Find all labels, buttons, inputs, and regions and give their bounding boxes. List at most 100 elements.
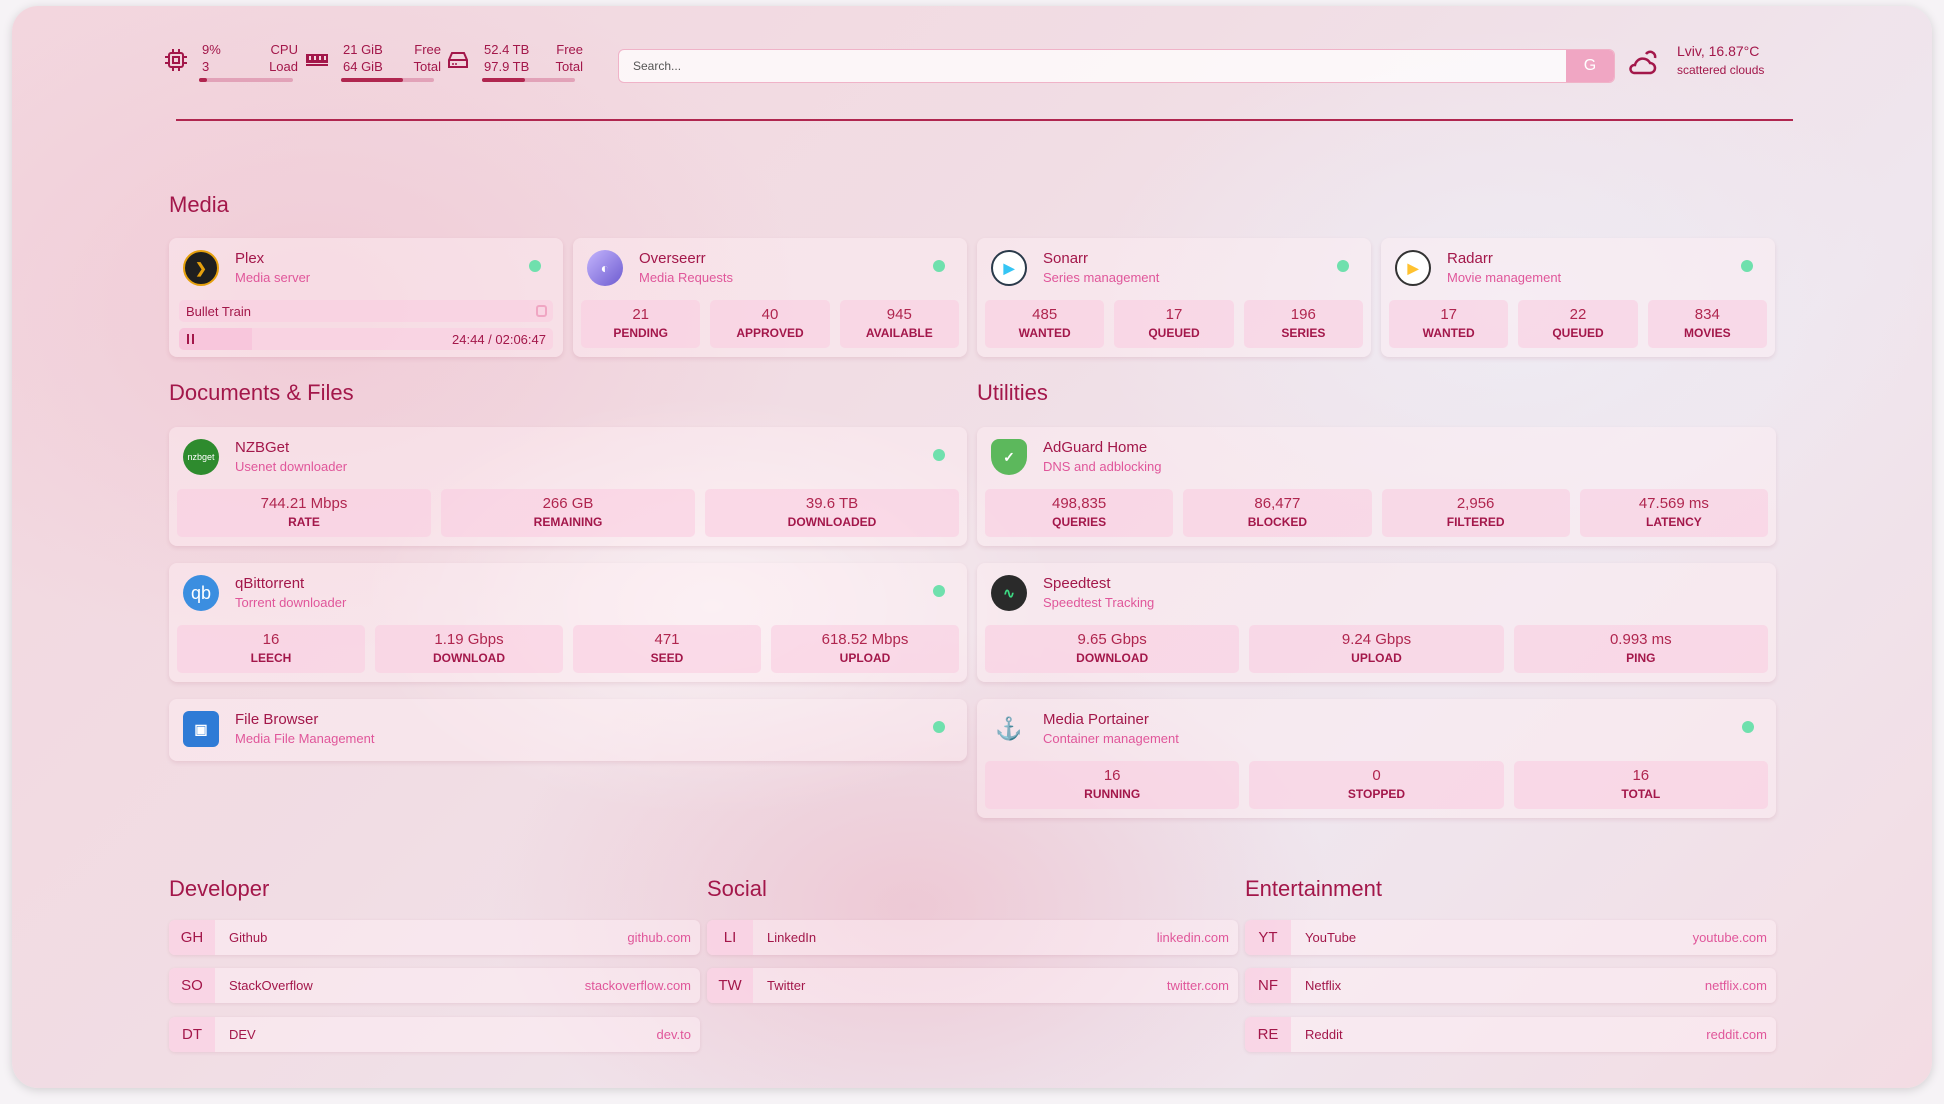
stat-value: 9.24 Gbps — [1341, 631, 1412, 648]
service-title[interactable]: File Browser — [235, 711, 319, 728]
stat-wanted: 485 WANTED — [985, 300, 1105, 348]
service-title[interactable]: Speedtest — [1043, 575, 1111, 592]
stat-value: 22 — [1569, 306, 1587, 323]
now-playing-title: Bullet Train — [186, 304, 252, 319]
service-card-sonarr[interactable]: ▶ Sonarr Series management 485 WANTED 17 QUEUE… — [977, 238, 1371, 357]
memory-total-label: Total — [413, 59, 441, 74]
bookmark-name: Netflix — [1305, 978, 1342, 993]
status-online-indicator — [1741, 260, 1753, 272]
stat-download: 1.19 Gbps DOWNLOAD — [375, 625, 563, 673]
stat-filtered: 2,956 FILTERED — [1381, 489, 1570, 537]
plex-icon: ❯ — [183, 250, 219, 286]
stat-label: LEECH — [250, 651, 292, 665]
bookmark-youtube[interactable]: YT YouTube youtube.com — [1245, 920, 1776, 955]
bookmark-netflix[interactable]: NF Netflix netflix.com — [1245, 968, 1776, 1003]
service-card-plex[interactable]: ❯ Plex Media server Bullet Train 24:44 / 02:… — [169, 238, 563, 357]
service-title[interactable]: AdGuard Home — [1043, 439, 1148, 456]
stat-wanted: 17 WANTED — [1389, 300, 1509, 348]
service-title[interactable]: Overseerr — [639, 250, 706, 267]
bookmark-reddit[interactable]: RE Reddit reddit.com — [1245, 1017, 1776, 1052]
service-card-nzbget[interactable]: nzbget NZBGet Usenet downloader 744.21 Mbps… — [169, 427, 967, 546]
bookmark-url[interactable]: dev.to — [656, 1027, 691, 1042]
stat-value: 1.19 Gbps — [434, 631, 504, 648]
service-title[interactable]: Sonarr — [1043, 250, 1089, 267]
status-online-indicator — [933, 449, 945, 461]
status-online-indicator — [933, 721, 945, 733]
status-online-indicator — [1742, 721, 1754, 733]
memory-bar-fill — [341, 78, 404, 82]
bookmark-url[interactable]: linkedin.com — [1156, 930, 1229, 945]
pause-icon[interactable] — [187, 334, 194, 344]
service-card-speedtest[interactable]: ∿ Speedtest Speedtest Tracking 9.65 Gbps DOW… — [977, 563, 1776, 682]
stat-value: 196 — [1290, 306, 1316, 323]
bookmark-twitter[interactable]: TW Twitter twitter.com — [707, 968, 1238, 1003]
stat-label: MOVIES — [1683, 326, 1731, 340]
now-playing-row: Bullet Train — [179, 300, 553, 322]
stat-value: 2,956 — [1456, 495, 1495, 512]
bookmark-url[interactable]: stackoverflow.com — [584, 978, 691, 993]
service-card-file-browser[interactable]: ▣ File Browser Media File Management — [169, 699, 967, 761]
stat-label: WANTED — [1018, 326, 1071, 340]
search-input[interactable] — [619, 50, 1549, 82]
cpu-icon — [165, 49, 187, 71]
stat-label: FILTERED — [1446, 515, 1505, 529]
stat-label: RUNNING — [1084, 787, 1141, 801]
service-title[interactable]: NZBGet — [235, 439, 290, 456]
service-card-media-portainer[interactable]: ⚓ Media Portainer Container management 16 RU… — [977, 699, 1776, 818]
stat-value: 21 — [632, 306, 649, 323]
google-search-button[interactable]: G — [1566, 50, 1614, 82]
bookmark-github[interactable]: GH Github github.com — [169, 920, 700, 955]
search-box: G — [618, 49, 1615, 83]
disk-usage-bar — [482, 78, 575, 82]
stat-value: 86,477 — [1254, 495, 1301, 512]
bookmark-url[interactable]: github.com — [627, 930, 691, 945]
stat-stopped: 0 STOPPED — [1249, 761, 1504, 809]
service-title[interactable]: Media Portainer — [1043, 711, 1149, 728]
stat-downloaded: 39.6 TB DOWNLOADED — [705, 489, 959, 537]
stream-info-icon[interactable] — [536, 305, 547, 317]
bookmark-url[interactable]: reddit.com — [1706, 1027, 1767, 1042]
service-title[interactable]: qBittorrent — [235, 575, 305, 592]
service-card-adguard-home[interactable]: ✓ AdGuard Home DNS and adblocking 498,835 QU… — [977, 427, 1776, 546]
bookmark-linkedin[interactable]: LI LinkedIn linkedin.com — [707, 920, 1238, 955]
memory-icon — [306, 54, 328, 66]
service-description: Torrent downloader — [235, 595, 347, 610]
bookmark-abbr: YT — [1245, 920, 1291, 955]
cpu-cores: 3 — [202, 59, 210, 74]
stat-label: QUEUED — [1552, 326, 1604, 340]
bookmark-name: StackOverflow — [229, 978, 313, 993]
stat-leech: 16 LEECH — [177, 625, 365, 673]
service-title[interactable]: Plex — [235, 250, 265, 267]
service-card-radarr[interactable]: ▶ Radarr Movie management 17 WANTED 22 QUEUED 8… — [1381, 238, 1775, 357]
service-title[interactable]: Radarr — [1447, 250, 1493, 267]
stat-label: AVAILABLE — [865, 326, 933, 340]
stat-label: UPLOAD — [839, 651, 891, 665]
dashboard: 9% 3 CPU Load 21 GiB 64 GiB Free Total 5… — [12, 6, 1932, 1088]
disk-free: 52.4 TB — [484, 42, 530, 57]
service-description: Container management — [1043, 731, 1179, 746]
documents-heading: Documents & Files — [169, 380, 354, 405]
stat-download: 9.65 Gbps DOWNLOAD — [985, 625, 1240, 673]
bookmark-group-heading: Developer — [169, 876, 270, 901]
service-card-qbittorrent[interactable]: qb qBittorrent Torrent downloader 16 LEECH 1.… — [169, 563, 967, 682]
stat-label: DOWNLOADED — [787, 515, 877, 529]
service-card-overseerr[interactable]: ◐ Overseerr Media Requests 21 PENDING 40 APPRO… — [573, 238, 967, 357]
speedtest-icon: ∿ — [991, 575, 1027, 611]
stat-queued: 17 QUEUED — [1114, 300, 1234, 348]
stats-row: 17 WANTED 22 QUEUED 834 MOVIES — [1389, 300, 1767, 348]
bookmark-url[interactable]: youtube.com — [1692, 930, 1767, 945]
bookmark-url[interactable]: twitter.com — [1166, 978, 1229, 993]
stat-movies: 834 MOVIES — [1647, 300, 1767, 348]
header-divider — [176, 119, 1793, 121]
cpu-load-label: Load — [269, 59, 298, 74]
stat-label: LATENCY — [1645, 515, 1702, 529]
memory-total: 64 GiB — [343, 59, 383, 74]
cpu-bar-fill — [199, 78, 208, 82]
bookmark-url[interactable]: netflix.com — [1704, 978, 1767, 993]
bookmark-stackoverflow[interactable]: SO StackOverflow stackoverflow.com — [169, 968, 700, 1003]
stat-label: RATE — [288, 515, 320, 529]
weather-location: Lviv, 16.87°C — [1677, 43, 1760, 59]
memory-free: 21 GiB — [343, 42, 383, 57]
stat-latency: 47.569 ms LATENCY — [1579, 489, 1768, 537]
bookmark-dev[interactable]: DT DEV dev.to — [169, 1017, 700, 1052]
